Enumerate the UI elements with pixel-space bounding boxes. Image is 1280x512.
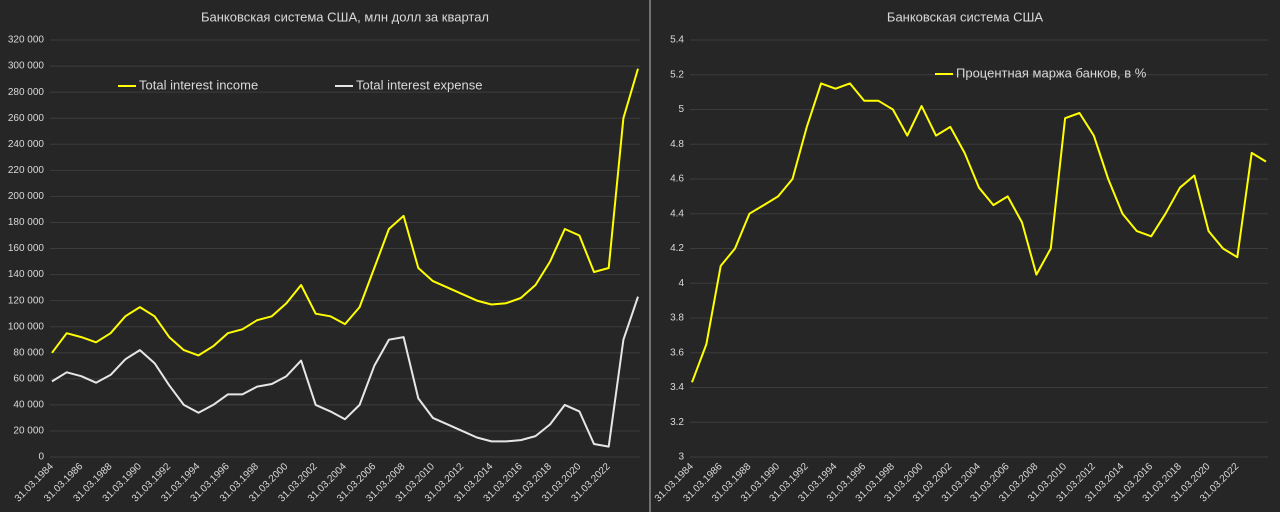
- y-tick-label: 5: [678, 104, 684, 115]
- y-tick-label: 3: [678, 452, 684, 463]
- y-tick-label: 4.6: [670, 174, 684, 185]
- chart-title: Банковская система США, млн долл за квар…: [201, 9, 489, 24]
- y-tick-label: 80 000: [13, 347, 44, 358]
- y-tick-label: 320 000: [8, 35, 45, 46]
- y-tick-label: 4.8: [670, 139, 684, 150]
- y-tick-label: 160 000: [8, 243, 45, 254]
- y-tick-label: 3.4: [670, 382, 684, 393]
- y-tick-label: 3.6: [670, 347, 684, 358]
- y-tick-label: 4.4: [670, 208, 684, 219]
- y-tick-label: 240 000: [8, 139, 45, 150]
- y-tick-label: 4: [678, 278, 684, 289]
- y-tick-label: 180 000: [8, 217, 45, 228]
- chart-title: Банковская система США: [887, 9, 1044, 24]
- legend-label: Total interest income: [139, 77, 258, 92]
- y-tick-label: 5.2: [670, 69, 684, 80]
- y-tick-label: 100 000: [8, 321, 45, 332]
- y-tick-label: 3.8: [670, 313, 684, 324]
- y-tick-label: 140 000: [8, 269, 45, 280]
- series-line: [51, 296, 639, 448]
- legend-label: Total interest expense: [356, 77, 482, 92]
- y-tick-label: 20 000: [13, 426, 44, 437]
- series-line: [691, 82, 1267, 383]
- y-tick-label: 60 000: [13, 373, 44, 384]
- y-tick-label: 200 000: [8, 191, 45, 202]
- y-tick-label: 4.2: [670, 243, 684, 254]
- y-tick-label: 40 000: [13, 400, 44, 411]
- legend-label: Процентная маржа банков, в %: [956, 65, 1147, 80]
- y-tick-label: 5.4: [670, 35, 684, 46]
- y-tick-label: 300 000: [8, 61, 45, 72]
- y-tick-label: 0: [38, 452, 44, 463]
- series-line: [51, 68, 639, 357]
- y-tick-label: 280 000: [8, 87, 45, 98]
- y-tick-label: 120 000: [8, 295, 45, 306]
- y-tick-label: 260 000: [8, 113, 45, 124]
- y-tick-label: 220 000: [8, 165, 45, 176]
- y-tick-label: 3.2: [670, 417, 684, 428]
